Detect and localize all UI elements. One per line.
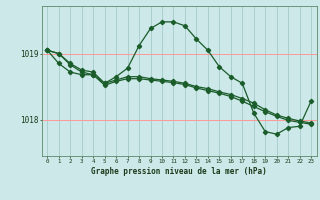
X-axis label: Graphe pression niveau de la mer (hPa): Graphe pression niveau de la mer (hPa) [91, 167, 267, 176]
